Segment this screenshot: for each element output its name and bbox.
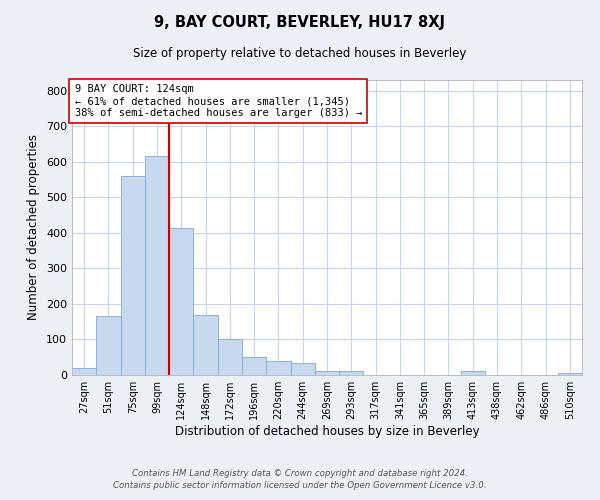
Bar <box>242 357 266 375</box>
X-axis label: Distribution of detached houses by size in Beverley: Distribution of detached houses by size … <box>175 425 479 438</box>
Text: 9, BAY COURT, BEVERLEY, HU17 8XJ: 9, BAY COURT, BEVERLEY, HU17 8XJ <box>155 15 445 30</box>
Bar <box>96 316 121 375</box>
Bar <box>266 361 290 375</box>
Bar <box>72 368 96 375</box>
Bar <box>290 364 315 375</box>
Text: Size of property relative to detached houses in Beverley: Size of property relative to detached ho… <box>133 48 467 60</box>
Bar <box>461 372 485 375</box>
Bar <box>169 228 193 375</box>
Text: Contains HM Land Registry data © Crown copyright and database right 2024.
Contai: Contains HM Land Registry data © Crown c… <box>113 468 487 490</box>
Y-axis label: Number of detached properties: Number of detached properties <box>28 134 40 320</box>
Bar <box>558 373 582 375</box>
Bar <box>145 156 169 375</box>
Bar <box>218 340 242 375</box>
Bar <box>121 176 145 375</box>
Bar <box>193 314 218 375</box>
Bar <box>315 370 339 375</box>
Bar <box>339 370 364 375</box>
Text: 9 BAY COURT: 124sqm
← 61% of detached houses are smaller (1,345)
38% of semi-det: 9 BAY COURT: 124sqm ← 61% of detached ho… <box>74 84 362 117</box>
